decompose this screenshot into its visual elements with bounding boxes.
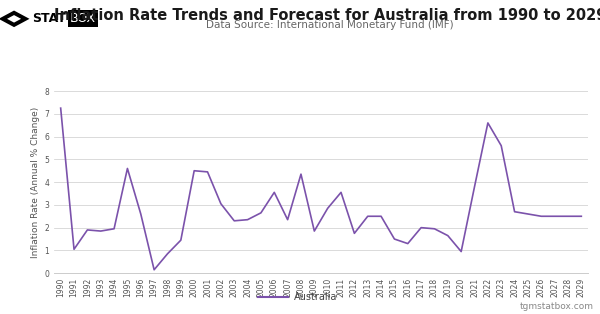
Text: BOX: BOX	[70, 12, 97, 25]
Text: tgmstatbox.com: tgmstatbox.com	[520, 302, 594, 311]
Polygon shape	[0, 11, 29, 27]
Polygon shape	[7, 15, 21, 23]
Text: STAT: STAT	[32, 12, 66, 25]
Text: Inflation Rate Trends and Forecast for Australia from 1990 to 2029: Inflation Rate Trends and Forecast for A…	[54, 8, 600, 23]
Y-axis label: Inflation Rate (Annual % Change): Inflation Rate (Annual % Change)	[31, 106, 40, 258]
Text: Australia: Australia	[294, 292, 337, 302]
Text: Data Source: International Monetary Fund (IMF): Data Source: International Monetary Fund…	[206, 20, 454, 30]
